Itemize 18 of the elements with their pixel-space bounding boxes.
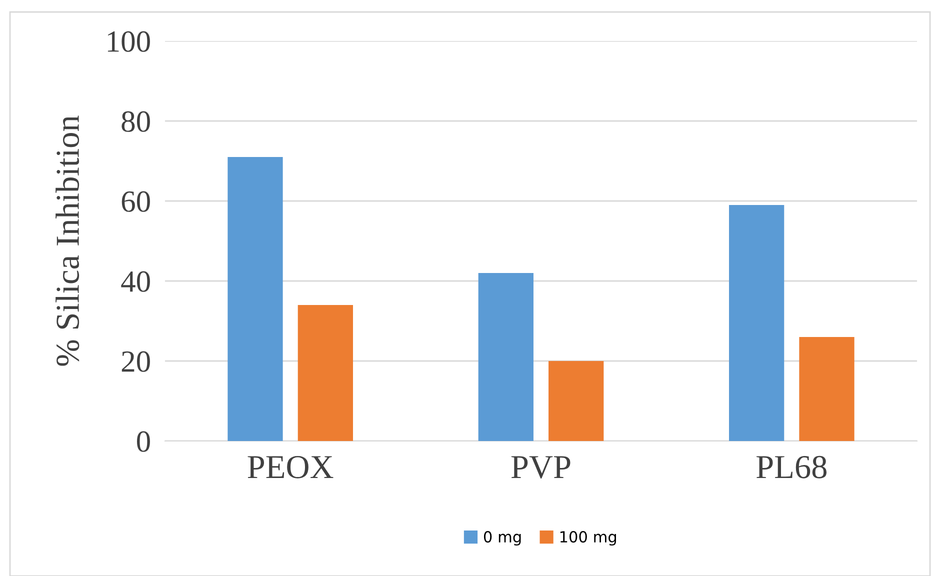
bar [729, 205, 784, 441]
y-tick-label: 100 [108, 31, 150, 52]
x-tick-label: PVP [511, 456, 570, 479]
y-axis-title: % Silica Inhibition [56, 116, 80, 366]
bar [228, 157, 283, 441]
y-tick-label: 80 [122, 111, 150, 132]
x-tick-label: PEOX [248, 456, 334, 478]
bar [548, 361, 604, 441]
x-tick-label: PL68 [756, 456, 827, 478]
bar [478, 273, 534, 441]
y-tick-label: 40 [121, 271, 150, 292]
legend-label: 0 mg [484, 531, 521, 546]
bar [298, 305, 353, 441]
y-tick-label: 20 [122, 351, 150, 372]
legend-label: 100 mg [560, 531, 616, 546]
y-tick-label: 0 [137, 431, 150, 452]
bar [799, 337, 854, 441]
y-tick-label: 60 [122, 191, 150, 212]
